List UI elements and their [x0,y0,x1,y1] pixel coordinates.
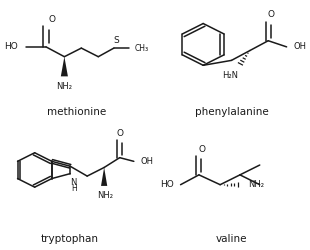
Text: methionine: methionine [47,107,107,117]
Text: O: O [198,144,205,154]
Text: O: O [116,128,123,138]
Text: NH₂: NH₂ [248,180,264,189]
Text: valine: valine [216,234,247,244]
Text: HO: HO [4,42,18,51]
Text: CH₃: CH₃ [135,44,149,52]
Text: S: S [114,36,120,45]
Text: OH: OH [294,42,307,51]
Text: O: O [268,10,275,20]
Polygon shape [61,57,68,76]
Text: NH₂: NH₂ [56,82,72,91]
Text: NH₂: NH₂ [98,191,113,200]
Text: HO: HO [160,180,174,189]
Text: tryptophan: tryptophan [41,234,99,244]
Text: H: H [72,184,77,193]
Text: N: N [70,178,76,187]
Text: O: O [48,15,55,24]
Text: phenylalanine: phenylalanine [195,107,268,117]
Text: OH: OH [141,157,154,166]
Text: H₂N: H₂N [222,71,238,80]
Polygon shape [101,168,107,186]
